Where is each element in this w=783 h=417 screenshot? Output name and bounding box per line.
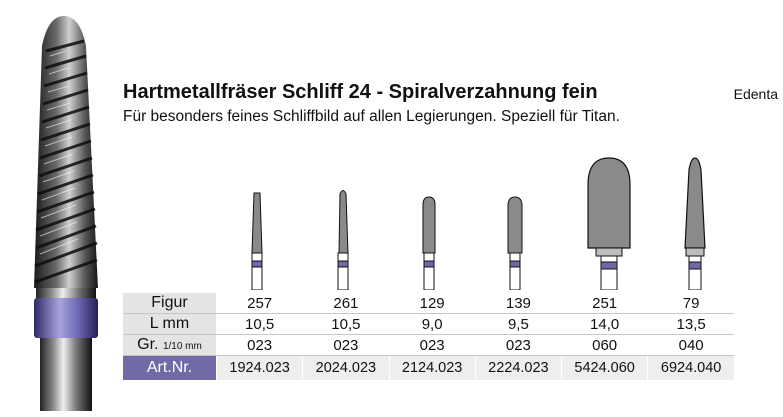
cylinder-bur-139 [507, 196, 523, 290]
table-cell: 129 [388, 293, 476, 314]
table-cell: 023 [474, 334, 562, 356]
table-cell: 261 [302, 293, 389, 314]
table-row-art-nr: Art.Nr. 1924.023 2024.023 2124.023 2224.… [123, 355, 734, 380]
table-cell: 2024.023 [302, 355, 389, 380]
table-cell: 9,5 [474, 313, 562, 335]
row-label-length: L mm [123, 313, 217, 335]
row-label-art-nr: Art.Nr. [123, 355, 217, 380]
table-cell: 2124.023 [388, 355, 476, 380]
table-cell: 6924.040 [647, 355, 734, 380]
table-cell: 10,5 [302, 313, 389, 335]
product-description: Für besonders feines Schliffbild auf all… [123, 108, 620, 125]
table-cell: 13,5 [647, 313, 734, 335]
table-cell: 023 [215, 334, 303, 356]
spec-table: Figur 257 261 129 139 251 79 L mm 10,5 1… [123, 293, 734, 380]
cone-bur-257 [251, 192, 263, 290]
table-cell: 1924.023 [215, 355, 303, 380]
row-label-figur: Figur [123, 293, 217, 314]
table-cell: 023 [302, 334, 389, 356]
table-row-length: L mm 10,5 10,5 9,0 9,5 14,0 13,5 [123, 313, 734, 335]
table-cell: 10,5 [215, 313, 303, 335]
row-label-size: Gr. 1/10 mm [123, 334, 217, 356]
table-cell: 14,0 [560, 313, 648, 335]
product-title: Hartmetallfräser Schliff 24 - Spiralverz… [123, 81, 598, 103]
table-row-size: Gr. 1/10 mm 023 023 023 023 060 040 [123, 334, 734, 356]
table-cell: 139 [474, 293, 562, 314]
size-unit: 1/10 mm [162, 341, 202, 352]
cylinder-bur-129 [422, 196, 436, 290]
brand-name: Edenta [733, 86, 778, 102]
table-cell: 5424.060 [560, 355, 648, 380]
tapered-bur-261 [337, 190, 349, 290]
table-row-figur: Figur 257 261 129 139 251 79 [123, 293, 734, 314]
table-cell: 9,0 [388, 313, 476, 335]
flame-bur-79 [684, 157, 706, 290]
table-cell: 040 [647, 334, 734, 356]
table-cell: 2224.023 [474, 355, 562, 380]
carbide-bur-photo [34, 16, 98, 411]
size-label: Gr. [137, 336, 159, 353]
table-cell: 257 [215, 293, 303, 314]
table-cell: 251 [560, 293, 648, 314]
table-cell: 79 [647, 293, 734, 314]
egg-bur-251 [587, 157, 631, 290]
table-cell: 060 [560, 334, 648, 356]
table-cell: 023 [388, 334, 476, 356]
